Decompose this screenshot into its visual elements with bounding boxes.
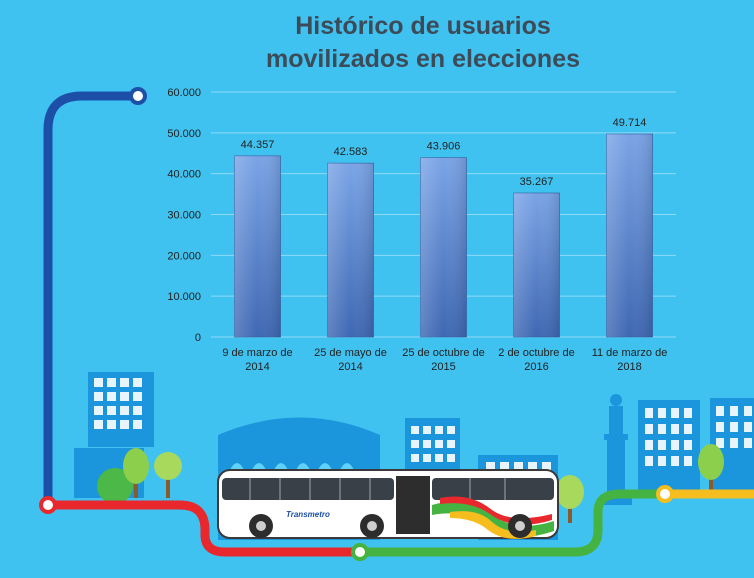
bar-chart: 0 10.000 20.000 30.000 40.000 50.000 60.000 44.… [167,87,676,373]
y-tick-label: 40.000 [167,169,201,181]
x-tick-label: 2 de octubre de [498,347,574,359]
bus-illustration: Transmetro [217,469,559,539]
y-tick-label: 60.000 [167,87,201,99]
x-tick-label: 2016 [524,361,548,373]
y-tick-label: 0 [195,332,201,344]
x-tick-label: 2014 [245,361,269,373]
bar-shading [513,192,560,337]
y-tick-label: 50.000 [167,128,201,140]
building-windows [94,378,142,429]
data-label: 44.357 [241,139,275,151]
x-tick-label: 2014 [338,361,362,373]
x-tick-label: 25 de mayo de [314,347,387,359]
route-lines [39,87,754,561]
route-station-icon [351,543,369,561]
y-tick-label: 30.000 [167,210,201,222]
data-label: 43.906 [427,141,461,153]
bar-shading [606,134,653,337]
bus-brand-label: Transmetro [286,510,330,519]
route-line-red [43,500,365,557]
y-tick-label: 20.000 [167,250,201,262]
data-label: 42.583 [334,146,368,158]
y-tick-label: 10.000 [167,291,201,303]
bar-shading [327,163,374,337]
route-station-icon [656,485,674,503]
bar-shading [420,157,467,337]
statue-illustration [600,394,632,505]
route-line-green [355,489,670,557]
tree-illustration [97,444,724,523]
x-tick-label: 2015 [431,361,455,373]
bar-shading [234,155,281,337]
building [218,417,380,440]
x-tick-label: 25 de octubre de [402,347,485,359]
x-tick-label: 9 de marzo de [222,347,292,359]
x-tick-label: 11 de marzo de [592,347,668,359]
x-tick-label: 2018 [617,361,641,373]
data-label: 49.714 [613,117,647,129]
chart-title-line-2: movilizados en elecciones [265,45,580,73]
route-station-icon [129,87,147,105]
chart-title: Histórico de usuarios movilizados en ele… [200,10,646,76]
chart-title-line-1: Histórico de usuarios [295,12,551,40]
data-label: 35.267 [520,176,554,188]
route-line-blue [43,91,143,510]
route-station-icon [39,496,57,514]
